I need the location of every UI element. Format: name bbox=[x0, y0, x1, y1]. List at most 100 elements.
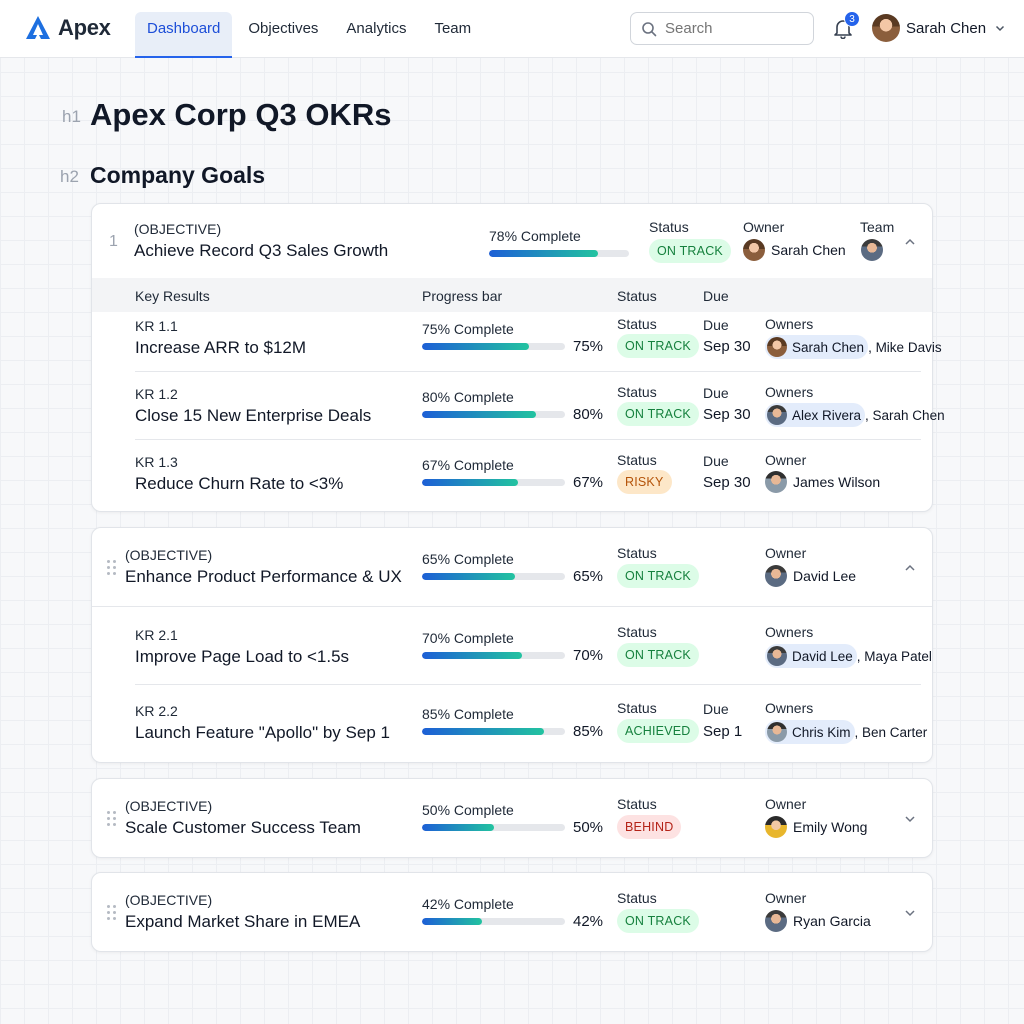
status-badge: ON TRACK bbox=[617, 643, 699, 667]
owner-name: Emily Wong bbox=[793, 819, 868, 835]
page-title: Apex Corp Q3 OKRs bbox=[90, 97, 392, 132]
owner-chip[interactable]: Sarah Chen bbox=[765, 335, 869, 359]
kr-status-label: Status bbox=[617, 316, 657, 332]
app-logo[interactable]: Apex bbox=[24, 14, 111, 42]
owner-chip[interactable]: Alex Rivera bbox=[765, 403, 866, 427]
avatar bbox=[765, 471, 787, 493]
kr-header-progress: Progress bar bbox=[422, 288, 503, 304]
kr-title: Improve Page Load to <1.5s bbox=[135, 647, 350, 666]
kr-percent: 67% bbox=[573, 474, 604, 491]
owner-name: Chris Kim bbox=[792, 724, 851, 740]
card-divider bbox=[92, 606, 932, 607]
kr-status-label: Status bbox=[617, 452, 657, 468]
owner-others: , Sarah Chen bbox=[865, 407, 945, 423]
owner-name: David Lee bbox=[793, 568, 857, 584]
kr-due-label: Due bbox=[703, 453, 729, 469]
objective-card[interactable]: (OBJECTIVE) Scale Customer Success Team … bbox=[91, 778, 933, 858]
kr-title: Launch Feature "Apollo" by Sep 1 bbox=[135, 723, 390, 742]
status-badge: ON TRACK bbox=[617, 564, 699, 588]
progress-fill bbox=[422, 728, 544, 735]
kr-owners-label: Owners bbox=[765, 316, 814, 332]
search-input[interactable] bbox=[665, 20, 795, 37]
section-title: Company Goals bbox=[90, 162, 266, 188]
h1-tag: h1 bbox=[62, 107, 81, 126]
owner-name: Alex Rivera bbox=[792, 407, 862, 423]
avatar bbox=[765, 565, 787, 587]
objective-owner: Emily Wong bbox=[765, 816, 867, 838]
kr-owners: David Lee, Maya Patel bbox=[765, 644, 932, 668]
kr-owners-label: Owners bbox=[765, 624, 814, 640]
row-divider bbox=[135, 371, 921, 372]
owner-name: Ryan Garcia bbox=[793, 913, 871, 929]
percent: 65% bbox=[573, 568, 604, 585]
kr-title: Close 15 New Enterprise Deals bbox=[135, 406, 372, 425]
kr-percent: 75% bbox=[573, 338, 604, 355]
kr-due-date: Sep 1 bbox=[703, 723, 743, 740]
nav-analytics[interactable]: Analytics bbox=[346, 20, 407, 37]
chevron-down-icon[interactable] bbox=[903, 906, 917, 920]
user-menu[interactable]: Sarah Chen bbox=[872, 14, 1006, 42]
notification-badge: 3 bbox=[844, 11, 860, 27]
kr-due-label: Due bbox=[703, 317, 729, 333]
owner-others: , Mike Davis bbox=[868, 339, 942, 355]
kr-owners-label: Owner bbox=[765, 452, 807, 468]
status-label: Status bbox=[617, 890, 657, 906]
kr-progress-bar bbox=[422, 728, 565, 735]
objective-owner: David Lee bbox=[765, 565, 856, 587]
kr-header-due: Due bbox=[703, 288, 729, 304]
kr-percent: 80% bbox=[573, 406, 604, 423]
nav-team[interactable]: Team bbox=[434, 20, 472, 37]
chevron-up-icon[interactable] bbox=[903, 561, 917, 575]
kr-owners-label: Owners bbox=[765, 384, 814, 400]
kr-title: Increase ARR to $12M bbox=[135, 338, 307, 357]
status-badge: ON TRACK bbox=[617, 402, 699, 426]
kr-progress-bar bbox=[422, 343, 565, 350]
drag-handle-icon[interactable] bbox=[107, 560, 117, 576]
owner-name: Sarah Chen bbox=[792, 339, 865, 355]
avatar bbox=[743, 239, 765, 261]
status-badge: RISKY bbox=[617, 470, 672, 494]
kr-due-date: Sep 30 bbox=[703, 474, 751, 491]
objective-title: Expand Market Share in EMEA bbox=[125, 912, 361, 931]
kr-id: KR 2.1 bbox=[135, 627, 178, 643]
objective-label: (OBJECTIVE) bbox=[134, 221, 222, 237]
progress-fill bbox=[422, 652, 523, 659]
search-box[interactable] bbox=[630, 12, 814, 45]
kr-header-key-results: Key Results bbox=[135, 288, 210, 304]
kr-title: Reduce Churn Rate to <3% bbox=[135, 474, 344, 493]
objective-owner: Ryan Garcia bbox=[765, 910, 871, 932]
kr-percent: 85% bbox=[573, 723, 604, 740]
progress-fill bbox=[422, 918, 483, 925]
objective-card[interactable]: (OBJECTIVE) Expand Market Share in EMEA … bbox=[91, 872, 933, 952]
objective-index: 1 bbox=[109, 233, 118, 250]
progress-bar bbox=[422, 573, 565, 580]
kr-status-label: Status bbox=[617, 384, 657, 400]
top-navigation-bar: Apex Dashboard Objectives Analytics Team… bbox=[0, 0, 1024, 58]
owner-name: David Lee bbox=[792, 648, 853, 664]
drag-handle-icon[interactable] bbox=[107, 905, 117, 921]
app-name: Apex bbox=[58, 15, 111, 40]
row-divider bbox=[135, 684, 921, 685]
kr-owners: Sarah Chen, Mike Davis bbox=[765, 335, 942, 359]
status-label: Status bbox=[617, 796, 657, 812]
kr-percent: 70% bbox=[573, 647, 604, 664]
h2-tag: h2 bbox=[60, 167, 79, 186]
owner-label: Owner bbox=[765, 545, 807, 561]
kr-owners-label: Owners bbox=[765, 700, 814, 716]
kr-due-date: Sep 30 bbox=[703, 338, 751, 355]
kr-table-header bbox=[92, 278, 932, 312]
owner-chip[interactable]: David Lee bbox=[765, 644, 857, 668]
kr-progress-bar bbox=[422, 479, 565, 486]
nav-objectives[interactable]: Objectives bbox=[248, 20, 319, 37]
chevron-up-icon[interactable] bbox=[903, 235, 917, 249]
chevron-down-icon[interactable] bbox=[903, 812, 917, 826]
owner-chip[interactable]: Chris Kim bbox=[765, 720, 855, 744]
kr-id: KR 1.3 bbox=[135, 454, 178, 470]
status-label: Status bbox=[617, 545, 657, 561]
avatar bbox=[767, 722, 787, 742]
progress-fill bbox=[422, 411, 537, 418]
drag-handle-icon[interactable] bbox=[107, 811, 117, 827]
owner-name: Sarah Chen bbox=[771, 242, 846, 258]
nav-dashboard[interactable]: Dashboard bbox=[135, 12, 233, 58]
avatar bbox=[765, 910, 787, 932]
